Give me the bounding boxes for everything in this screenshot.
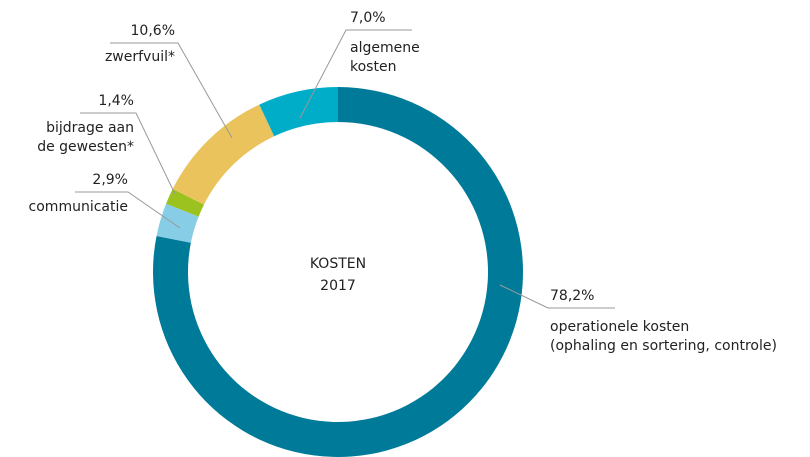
leader-line bbox=[75, 191, 181, 229]
value-label: 78,2% bbox=[550, 288, 594, 304]
category-label: zwerfvuil* bbox=[105, 49, 175, 65]
category-label: operationele kosten bbox=[550, 319, 689, 335]
donut-slice bbox=[172, 104, 275, 205]
category-label: de gewesten* bbox=[37, 139, 134, 155]
category-label: kosten bbox=[350, 59, 396, 75]
leader-line bbox=[110, 42, 233, 139]
donut-slice bbox=[259, 87, 338, 137]
value-label: 10,6% bbox=[131, 23, 175, 39]
leader-line bbox=[299, 29, 412, 119]
donut-slice bbox=[156, 203, 199, 243]
leader-line bbox=[80, 112, 176, 195]
category-label: bijdrage aan bbox=[46, 120, 134, 136]
value-label: 7,0% bbox=[350, 10, 386, 26]
value-label: 2,9% bbox=[92, 172, 128, 188]
category-label: (ophaling en sortering, controle) bbox=[550, 338, 777, 354]
donut-slice bbox=[166, 188, 204, 217]
leader-line bbox=[499, 284, 615, 309]
category-label: communicatie bbox=[29, 199, 128, 215]
value-label: 1,4% bbox=[98, 93, 134, 109]
center-label: 2017 bbox=[320, 278, 356, 294]
category-label: algemene bbox=[350, 40, 420, 56]
center-label: KOSTEN bbox=[310, 256, 366, 272]
